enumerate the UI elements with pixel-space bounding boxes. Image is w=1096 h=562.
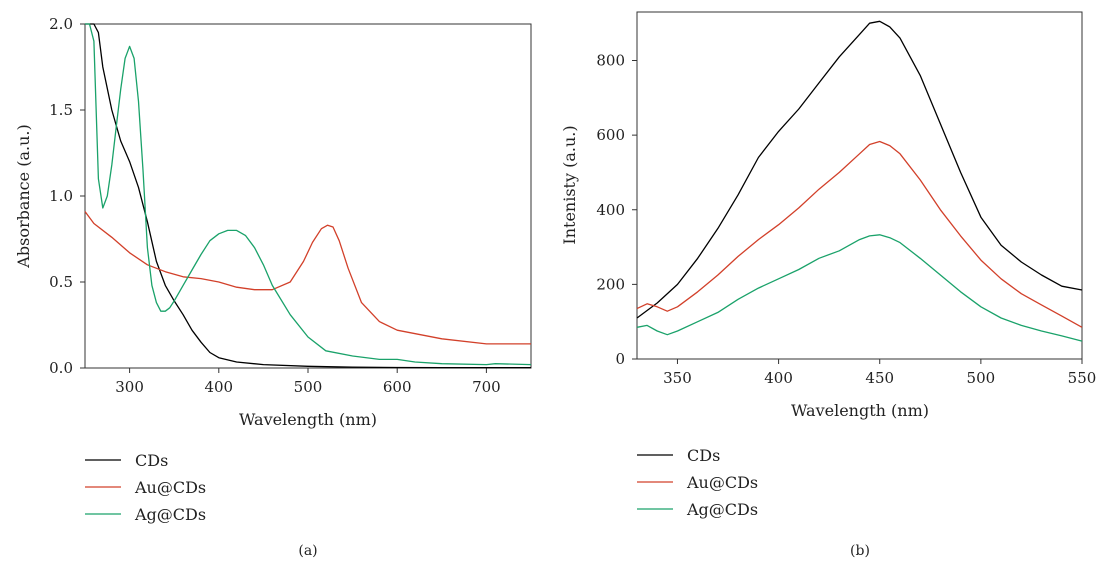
chart-a-x-axis: 300 400 500 600 700 — [115, 368, 501, 396]
chart-b-xlabel: Wavelength (nm) — [791, 401, 929, 420]
chart-a-y-tick-label: 1.5 — [49, 101, 73, 119]
chart-a-x-tick-label: 600 — [383, 378, 412, 396]
chart-a-xlabel: Wavelength (nm) — [239, 410, 377, 429]
chart-b-x-tick-label: 550 — [1068, 369, 1096, 387]
chart-a-legend-label: Ag@CDs — [134, 505, 206, 524]
chart-b-y-tick-label: 800 — [596, 52, 625, 70]
chart-a-y-tick-label: 2.0 — [49, 15, 73, 33]
chart-b-x-tick-label: 350 — [663, 369, 692, 387]
chart-b-y-tick-label: 0 — [615, 350, 625, 368]
chart-a-x-tick-label: 300 — [115, 378, 144, 396]
chart-b-legend: CDs Au@CDs Ag@CDs — [637, 446, 758, 519]
chart-b-x-axis: 350 400 450 500 550 — [663, 359, 1096, 387]
chart-b-x-tick-label: 500 — [967, 369, 996, 387]
chart-b-series-line-cds — [636, 20, 1083, 319]
chart-b-legend-label: Ag@CDs — [686, 500, 758, 519]
chart-a-x-tick-label: 500 — [294, 378, 323, 396]
chart-a-legend-label: CDs — [135, 451, 168, 470]
chart-a-y-axis: 0.0 0.5 1.0 1.5 2.0 — [49, 15, 85, 377]
chart-b-plot-frame — [636, 11, 1083, 360]
chart-a-y-tick-label: 0.0 — [49, 359, 73, 377]
chart-a-x-tick-label: 400 — [204, 378, 233, 396]
chart-b-legend-label: CDs — [687, 446, 720, 465]
chart-b: 350 400 450 500 550 0 200 400 600 800 Wavelength… — [560, 11, 1096, 559]
chart-b-legend-label: Au@CDs — [686, 473, 758, 492]
chart-a-legend-label: Au@CDs — [134, 478, 206, 497]
chart-b-panel-label: (b) — [850, 543, 870, 559]
chart-a-legend: CDs Au@CDs Ag@CDs — [85, 451, 206, 524]
chart-b-series-group — [636, 20, 1083, 342]
chart-a-y-tick-label: 1.0 — [49, 187, 73, 205]
chart-b-series-line-ag-cds — [636, 234, 1083, 342]
chart-a-y-tick-label: 0.5 — [49, 273, 73, 291]
chart-b-y-tick-label: 400 — [596, 201, 625, 219]
chart-b-y-axis: 0 200 400 600 800 — [596, 52, 637, 368]
chart-b-x-tick-label: 450 — [865, 369, 894, 387]
chart-a-plot-frame — [84, 23, 532, 369]
chart-a-series-group — [84, 23, 532, 369]
chart-a-panel-label: (a) — [298, 543, 317, 559]
chart-a-series-line-au-cds — [84, 211, 531, 345]
chart-a-series-line-ag-cds — [85, 23, 532, 366]
chart-b-x-tick-label: 400 — [764, 369, 793, 387]
chart-b-ylabel: Intenisty (a.u.) — [560, 125, 579, 244]
chart-b-series-line-au-cds — [636, 140, 1083, 328]
chart-a: 300 400 500 600 700 0.0 0.5 1.0 1.5 2.0 Waveleng… — [14, 15, 532, 559]
chart-a-x-tick-label: 700 — [472, 378, 501, 396]
chart-a-series-line-cds — [85, 23, 531, 369]
chart-b-y-tick-label: 600 — [596, 126, 625, 144]
chart-a-ylabel: Absorbance (a.u.) — [14, 124, 33, 268]
chart-b-y-tick-label: 200 — [596, 275, 625, 293]
